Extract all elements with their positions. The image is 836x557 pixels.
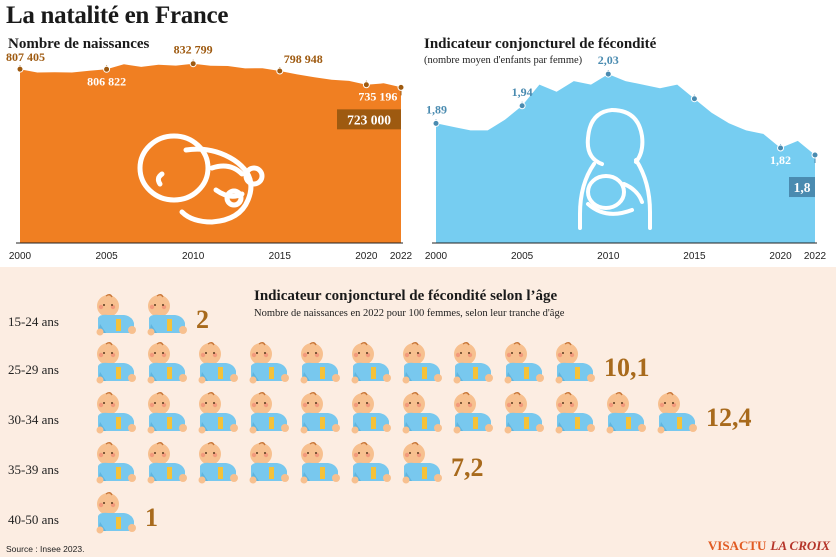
fertility-value-label: 1,82 — [770, 153, 791, 167]
births-point — [103, 65, 111, 73]
brand-visactu: VISACTU — [707, 538, 767, 553]
fertility-point — [777, 144, 785, 152]
crawling-baby-icon — [95, 392, 137, 435]
fertility-point — [811, 151, 819, 159]
top-charts: 2000 2005 2010 2015 2020 2022 807 405 806 822 83… — [6, 43, 827, 262]
age-category-label: 35-39 ans — [8, 462, 59, 477]
fertility-tick-label: 2015 — [683, 251, 706, 262]
crawling-baby-icon — [197, 442, 239, 485]
births-latest-value-box — [337, 109, 401, 130]
births-point — [189, 60, 197, 68]
fertility-area-chart: 2000 2005 2010 2015 2020 2022 1,89 1,94 2,03 2,96… — [425, 53, 827, 262]
crawling-baby-icon — [554, 392, 596, 435]
fertility-value-label: 1,89 — [426, 102, 447, 116]
crawling-baby-icon — [350, 392, 392, 435]
age-category-label: 15-24 ans — [8, 314, 59, 329]
births-tick-label: 2000 — [9, 251, 32, 262]
age-value-label: 2 — [196, 305, 209, 334]
fertility-chart-subtitle: (nombre moyen d'enfants par femme) — [424, 55, 583, 66]
births-value-label: 832 799 — [174, 43, 213, 57]
crawling-baby-icon — [248, 442, 290, 485]
crawling-baby-icon — [554, 342, 596, 385]
age-value-label: 10,1 — [604, 353, 650, 382]
fertility-value-label: 2,96 — [704, 92, 725, 106]
crawling-baby-icon — [350, 342, 392, 385]
crawling-baby-icon — [299, 442, 341, 485]
crawling-baby-icon — [401, 392, 443, 435]
crawling-baby-icon — [350, 442, 392, 485]
births-value-label: 798 948 — [284, 52, 323, 66]
fertility-latest-value-label: 1,8 — [794, 180, 811, 195]
crawling-baby-icon — [197, 392, 239, 435]
births-tick-label: 2022 — [390, 251, 413, 262]
fertility-value-label: 1,94 — [512, 85, 533, 99]
crawling-baby-icon — [95, 294, 137, 337]
crawling-baby-icon — [248, 342, 290, 385]
age-category-label: 40-50 ans — [8, 512, 59, 527]
births-tick-label: 2015 — [269, 251, 292, 262]
fertility-tick-label: 2022 — [804, 251, 827, 262]
crawling-baby-icon — [146, 392, 188, 435]
births-point — [16, 65, 24, 73]
crawling-baby-icon — [146, 294, 188, 337]
mother-and-child-icon — [578, 108, 652, 230]
fertility-area — [436, 74, 815, 243]
age-category-label: 25-29 ans — [8, 362, 59, 377]
crawling-baby-icon — [452, 342, 494, 385]
crawling-baby-icon — [401, 342, 443, 385]
crawling-baby-icon — [95, 342, 137, 385]
age-value-label: 7,2 — [451, 453, 484, 482]
brand-logo: VISACTU LA CROIX — [708, 538, 830, 554]
source-note: Source : Insee 2023. — [6, 544, 85, 554]
births-point — [362, 81, 370, 89]
crawling-baby-icon — [95, 442, 137, 485]
age-chart-subtitle: Nombre de naissances en 2022 pour 100 fe… — [254, 308, 565, 319]
births-chart-title: Nombre de naissances — [8, 36, 150, 52]
fertility-point — [518, 102, 526, 110]
fertility-point — [690, 95, 698, 103]
fertility-tick-label: 2020 — [769, 251, 792, 262]
fertility-chart-title: Indicateur conjoncturel de fécondité — [424, 36, 657, 52]
age-value-label: 1 — [145, 503, 158, 532]
crawling-baby-icon — [401, 442, 443, 485]
births-area — [20, 63, 401, 244]
brand-lacroix: LA CROIX — [770, 538, 830, 553]
crawling-baby-icon — [503, 392, 545, 435]
page-title: La natalité en France — [6, 2, 229, 29]
crawling-baby-icon — [452, 392, 494, 435]
crawling-baby-icon — [248, 392, 290, 435]
births-point — [397, 83, 405, 91]
age-chart-title: Indicateur conjoncturel de fécondité sel… — [254, 288, 558, 304]
fertility-tick-label: 2010 — [597, 251, 620, 262]
births-latest-value-label: 723 000 — [347, 112, 391, 127]
age-value-label: 12,4 — [706, 403, 752, 432]
crawling-baby-icon — [605, 392, 647, 435]
births-tick-label: 2005 — [95, 251, 118, 262]
births-value-label: 806 822 — [87, 74, 126, 88]
crawling-baby-icon — [146, 342, 188, 385]
fertility-point — [432, 119, 440, 127]
crawling-baby-icon — [656, 392, 698, 435]
baby-icon — [137, 133, 265, 225]
crawling-baby-icon — [146, 442, 188, 485]
fertility-latest-value-box — [789, 177, 815, 198]
births-point — [276, 67, 284, 75]
births-value-label: 735 196 — [358, 90, 397, 104]
fertility-point — [604, 70, 612, 78]
crawling-baby-icon — [197, 342, 239, 385]
births-tick-label: 2010 — [182, 251, 205, 262]
crawling-baby-icon — [299, 392, 341, 435]
fertility-value-label: 2,03 — [598, 53, 619, 67]
age-category-label: 30-34 ans — [8, 412, 59, 427]
fertility-tick-label: 2000 — [425, 251, 448, 262]
births-value-label: 807 405 — [6, 50, 45, 64]
births-tick-label: 2020 — [355, 251, 378, 262]
births-area-chart: 2000 2005 2010 2015 2020 2022 807 405 806 822 83… — [6, 43, 413, 262]
crawling-baby-icon — [503, 342, 545, 385]
crawling-baby-icon — [95, 492, 137, 535]
fertility-tick-label: 2005 — [511, 251, 534, 262]
crawling-baby-icon — [299, 342, 341, 385]
